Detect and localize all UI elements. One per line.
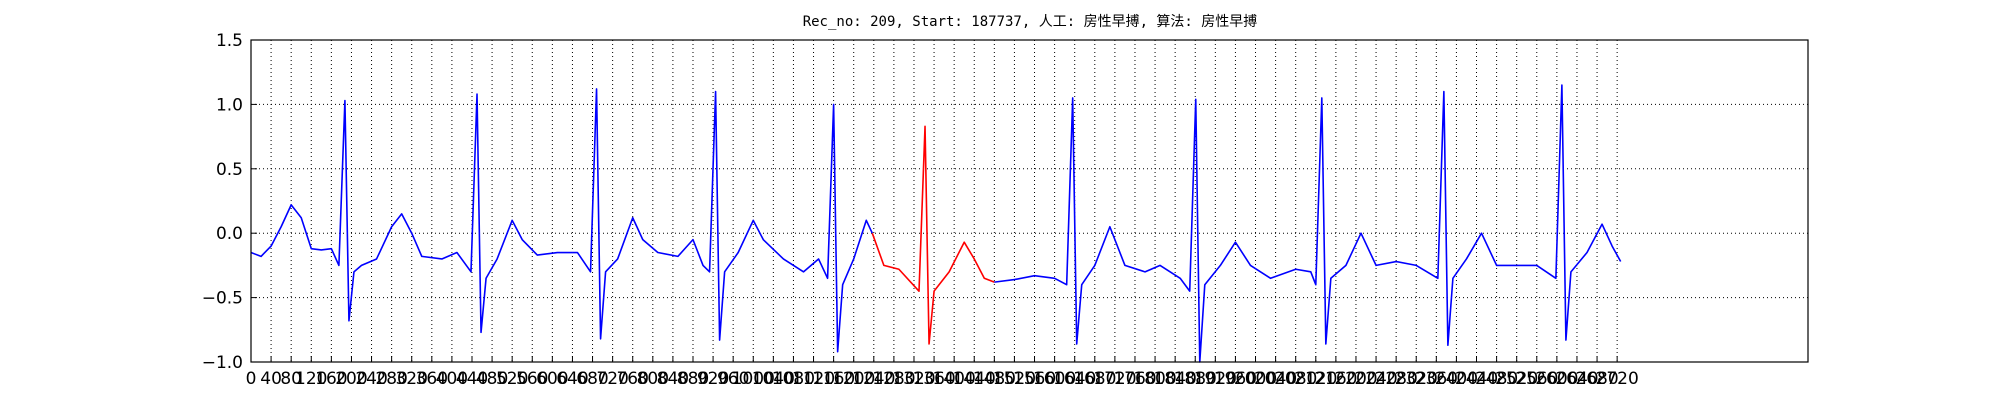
x-tick-label: 800	[637, 369, 669, 389]
x-tick-label: 120	[295, 369, 327, 389]
x-tick-label: 960	[717, 369, 749, 389]
x-tick-label: 2320	[1395, 369, 1438, 389]
ecg-line	[871, 125, 995, 345]
x-tick-label: 1360	[912, 369, 955, 389]
x-tick-label: 2240	[1354, 369, 1397, 389]
x-tick-label: 1000	[732, 369, 775, 389]
x-tick-label: 1080	[772, 369, 815, 389]
x-tick-label: 1040	[752, 369, 795, 389]
plot-frame	[250, 39, 1809, 363]
x-tick-label: 400	[436, 369, 468, 389]
x-tick-label: 880	[677, 369, 709, 389]
x-tick-label: 80	[280, 369, 302, 389]
x-tick-label: 2080	[1274, 369, 1317, 389]
chart-title: Rec_no: 209, Start: 187737, 人工: 房性早搏, 算法…	[803, 13, 1258, 30]
x-tick-label: 320	[395, 369, 427, 389]
x-tick-label: 1200	[832, 369, 875, 389]
x-tick-label: 240	[355, 369, 387, 389]
x-tick-label: 2560	[1515, 369, 1558, 389]
x-tick-label: 0	[246, 369, 257, 389]
x-tick-label: 2200	[1334, 369, 1377, 389]
x-tick-label: 600	[536, 369, 568, 389]
x-tick-label: 1800	[1133, 369, 1176, 389]
x-tick-label: 2640	[1555, 369, 1598, 389]
y-tick-label: 1.5	[216, 31, 243, 51]
x-tick-label: 1400	[933, 369, 976, 389]
x-tick-label: 1960	[1214, 369, 1257, 389]
x-tick-label: 2120	[1294, 369, 1337, 389]
x-tick-label: 560	[516, 369, 548, 389]
x-tick-label: 840	[657, 369, 689, 389]
x-tick-label: 1520	[993, 369, 1036, 389]
x-tick-label: 2520	[1495, 369, 1538, 389]
y-tick-label: 0.5	[216, 160, 243, 180]
x-tick-label: 1680	[1073, 369, 1116, 389]
x-tick-label: 1920	[1194, 369, 1237, 389]
x-tick-label: 1760	[1113, 369, 1156, 389]
x-tick-label: 160	[315, 369, 347, 389]
x-tick-label: 2440	[1455, 369, 1498, 389]
x-tick-label: 640	[556, 369, 588, 389]
x-tick-label: 1880	[1174, 369, 1217, 389]
y-tick-label: −1.0	[202, 353, 243, 373]
x-tick-label: 2040	[1254, 369, 1297, 389]
x-tick-label: 720	[596, 369, 628, 389]
x-tick-label: 2720	[1596, 369, 1639, 389]
x-tick-label: 760	[616, 369, 648, 389]
x-tick-label: 1160	[812, 369, 855, 389]
x-tick-label: 480	[476, 369, 508, 389]
x-tick-label: 1720	[1093, 369, 1136, 389]
x-tick-label: 2160	[1314, 369, 1357, 389]
x-tick-label: 2600	[1535, 369, 1578, 389]
x-tick-label: 520	[496, 369, 528, 389]
ecg-line	[250, 88, 874, 353]
x-tick-label: 40	[260, 369, 282, 389]
y-tick-label: 1.0	[216, 95, 243, 115]
x-tick-label: 1120	[792, 369, 835, 389]
x-tick-label: 680	[576, 369, 608, 389]
x-tick-label: 1840	[1154, 369, 1197, 389]
x-tick-label: 1440	[953, 369, 996, 389]
y-tick-label: −0.5	[202, 289, 243, 309]
x-tick-label: 1240	[852, 369, 895, 389]
x-tick-label: 200	[335, 369, 367, 389]
x-tick-label: 2360	[1415, 369, 1458, 389]
x-tick-label: 440	[456, 369, 488, 389]
x-tick-label: 920	[697, 369, 729, 389]
x-tick-label: 1600	[1033, 369, 1076, 389]
x-tick-label: 280	[375, 369, 407, 389]
y-tick-label: 0.0	[216, 224, 243, 244]
x-tick-label: 2680	[1575, 369, 1618, 389]
x-tick-label: 2280	[1375, 369, 1418, 389]
x-tick-label: 360	[416, 369, 448, 389]
x-tick-label: 2000	[1234, 369, 1277, 389]
x-tick-label: 1560	[1013, 369, 1056, 389]
ecg-line	[994, 84, 1622, 363]
x-tick-label: 2400	[1435, 369, 1478, 389]
x-tick-label: 1320	[892, 369, 935, 389]
x-tick-label: 2480	[1475, 369, 1518, 389]
x-tick-label: 1640	[1053, 369, 1096, 389]
x-tick-label: 1480	[973, 369, 1016, 389]
x-tick-label: 1280	[872, 369, 915, 389]
